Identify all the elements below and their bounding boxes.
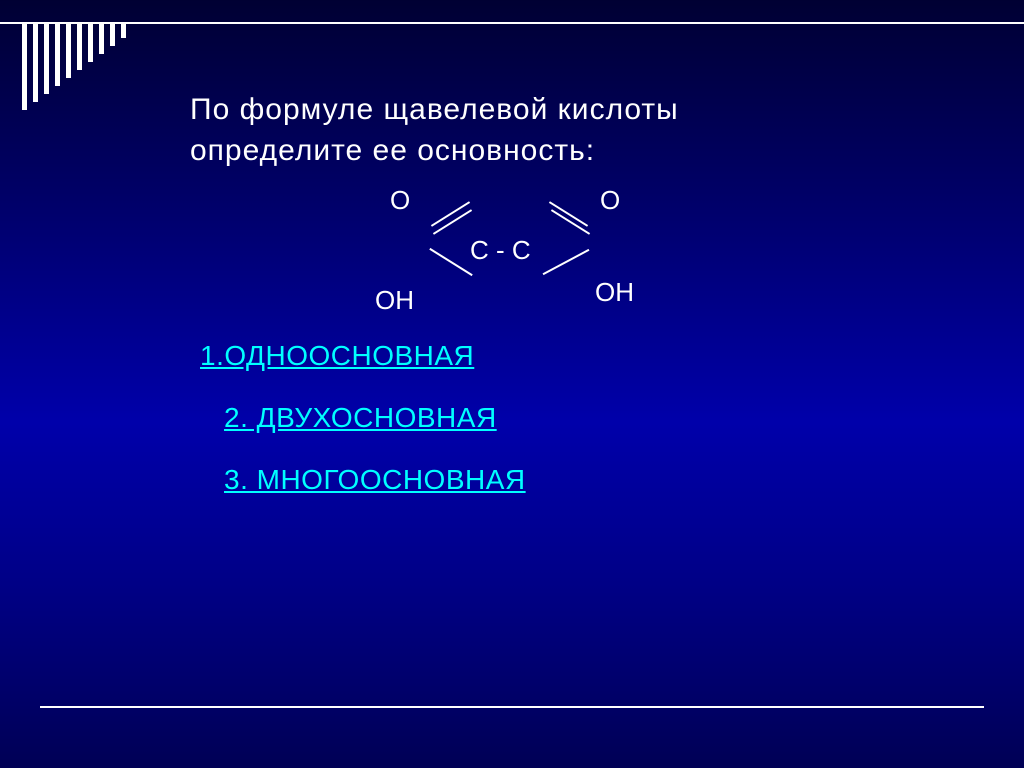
comb-bar bbox=[88, 24, 93, 62]
title-line-1: По формуле щавелевой кислоты bbox=[190, 90, 944, 131]
comb-bar bbox=[33, 24, 38, 102]
group-oh-right: OH bbox=[595, 277, 634, 308]
comb-bar bbox=[77, 24, 82, 70]
atom-c-c: C - C bbox=[470, 235, 531, 266]
slide-title: По формуле щавелевой кислоты определите … bbox=[190, 90, 944, 171]
comb-bar bbox=[22, 24, 27, 110]
bond-single-left bbox=[429, 248, 472, 276]
chemical-formula: O O C - C OH OH bbox=[340, 185, 944, 320]
comb-bar bbox=[66, 24, 71, 78]
bond-double-right-a bbox=[549, 201, 588, 227]
atom-o-top-right: O bbox=[600, 185, 620, 216]
title-line-2: определите ее основность: bbox=[190, 131, 944, 172]
answer-options: 1.ОДНООСНОВНАЯ 2. ДВУХОСНОВНАЯ 3. МНОГООСН… bbox=[200, 340, 944, 496]
top-rule bbox=[0, 22, 1024, 24]
comb-bar bbox=[99, 24, 104, 54]
answer-option-1[interactable]: 1.ОДНООСНОВНАЯ bbox=[200, 340, 944, 372]
group-oh-left: OH bbox=[375, 285, 414, 316]
comb-bar bbox=[110, 24, 115, 46]
answer-option-2[interactable]: 2. ДВУХОСНОВНАЯ bbox=[224, 402, 944, 434]
bottom-rule bbox=[40, 706, 984, 708]
atom-o-top-left: O bbox=[390, 185, 410, 216]
corner-comb bbox=[22, 24, 126, 110]
content-area: По формуле щавелевой кислоты определите … bbox=[190, 90, 944, 526]
comb-bar bbox=[44, 24, 49, 94]
comb-bar bbox=[55, 24, 60, 86]
bond-single-right bbox=[543, 249, 590, 275]
comb-bar bbox=[121, 24, 126, 38]
answer-option-3[interactable]: 3. МНОГООСНОВНАЯ bbox=[224, 464, 944, 496]
slide: По формуле щавелевой кислоты определите … bbox=[0, 0, 1024, 768]
